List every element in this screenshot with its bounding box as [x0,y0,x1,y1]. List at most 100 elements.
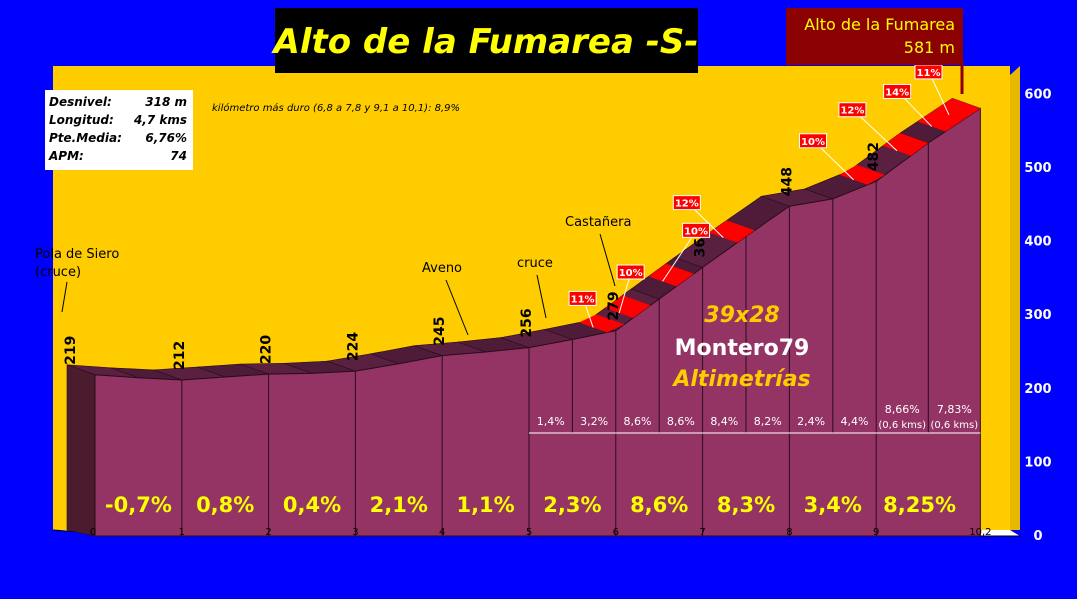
place-pointer-line [536,274,547,319]
y-tick-label: 400 [1024,235,1051,250]
place-label: Aveno [422,261,462,276]
steep-section-mark [882,132,929,156]
stats-value: 74 [170,149,187,163]
steep-section-mark [917,109,963,132]
km-gradient-label: 8,25% [883,493,956,517]
stats-label: APM: [48,149,84,163]
half-km-gradient-label: 8,66% [885,403,920,416]
steep-badge [672,195,701,211]
half-km-gradient-label: 8,4% [710,415,738,428]
x-tick-label: 8 [786,527,792,538]
steep-section-mark [709,220,755,243]
place-pointer-line [61,281,68,313]
half-km-gradient-label: 3,2% [580,415,608,428]
y-tick-label: 0 [1033,529,1042,544]
km-altitude-label: 448 [779,167,795,196]
place-label: Castañera [565,215,631,230]
x-tick-label: 4 [439,527,445,538]
y-tick-label: 300 [1024,308,1051,323]
stats-value: 318 m [145,95,187,109]
steep-badge [883,83,912,99]
steep-badge-label: 12% [675,199,699,210]
steep-callout-line [662,230,697,282]
km-gradient-label: 0,8% [196,493,254,517]
chart-side-panel [1010,66,1020,530]
half-km-gradient-label: 8,6% [624,415,652,428]
steep-badge-label: 11% [571,294,595,305]
half-km-gradient-sublabel: (0,6 kms) [878,420,926,431]
stats-value: 4,7 kms [133,113,187,127]
steep-badge-label: 14% [885,87,909,98]
stats-value: 6,76% [145,131,187,145]
chart-title: Alto de la Fumarea -S- [271,22,699,62]
steep-section-mark [648,263,694,287]
x-tick-label: 0 [90,527,96,538]
watermark-line1: 39x28 [704,303,779,328]
x-tick-label: 1 [179,527,185,538]
steep-badge-label: 11% [917,68,941,79]
steep-badge [799,133,828,149]
half-km-gradient-label: 8,6% [667,415,695,428]
place-label: Pola de Siero [35,247,119,262]
hardest-km-note: kilómetro más duro (6,8 a 7,8 y 9,1 a 10… [212,102,460,114]
watermark-line2: Montero79 [675,336,810,361]
km-altitude-label: 482 [866,142,882,171]
km-altitude-label: 256 [519,308,535,337]
x-tick-label: 3 [352,527,358,538]
steep-section-mark [605,295,651,318]
km-gradient-label: 2,3% [543,493,601,517]
x-tick-label: 7 [699,527,705,538]
summit-altitude: 581 m [904,38,955,57]
steep-badge-label: 10% [619,268,643,279]
km-altitude-label: 279 [606,291,622,320]
km-gradient-label: 1,1% [456,493,514,517]
x-tick-label: 10,2 [969,527,991,538]
y-tick-label: 100 [1024,455,1051,470]
km-altitude-label: 219 [63,336,79,365]
labels-layer: 0 100 200 300 400 500 600 0 1 2 3 4 5 6 7 8 9 10,2 219 212 2… [35,64,1052,544]
x-tick-label: 2 [265,527,271,538]
steep-badge [838,102,867,118]
half-km-gradient-sublabel: (0,6 kms) [930,420,978,431]
watermark-line3: Altimetrías [671,367,810,392]
stats-label: Pte.Media: [49,131,122,145]
steep-badge-label: 10% [801,137,825,148]
stats-label: Longitud: [49,113,114,127]
y-tick-label: 500 [1024,161,1051,176]
steep-badge-label: 12% [840,106,864,117]
profile-layer [66,98,982,537]
x-tick-label: 9 [873,527,879,538]
stats-label: Desnivel: [49,95,112,109]
y-tick-label: 600 [1024,87,1051,102]
km-gradient-label: 3,4% [804,493,862,517]
km-altitude-label: 245 [432,316,448,345]
x-tick-label: 5 [526,527,532,538]
steep-section-mark [839,164,885,185]
km-altitude-label: 224 [345,332,361,361]
km-gradient-label: -0,7% [105,493,172,517]
half-km-gradient-label: 2,4% [797,415,825,428]
km-gradient-label: 2,1% [370,493,428,517]
place-label: cruce [517,256,553,271]
stats-box [45,90,193,170]
title-box [275,8,698,73]
half-km-gradient-label: 8,2% [754,415,782,428]
steep-badge [568,290,597,306]
summit-box [786,8,963,65]
km-altitude-label: 220 [259,335,275,364]
stats-layer: Desnivel: 318 m Longitud: 4,7 kms Pte.Media:… [48,95,187,163]
place-sublabel: (cruce) [35,265,81,280]
x-tick-label: 6 [613,527,619,538]
km-gradient-label: 8,3% [717,493,775,517]
profile-left-face [66,364,96,537]
steep-badge [682,222,711,238]
half-km-gradient-label: 7,83% [937,403,972,416]
place-pointer-line [599,233,616,287]
y-tick-label: 200 [1024,382,1051,397]
steep-badge-label: 10% [684,226,708,237]
half-km-gradient-label: 1,4% [537,415,565,428]
steep-section-mark [935,98,981,120]
place-pointer-line [445,279,469,336]
half-km-gradient-label: 4,4% [841,415,869,428]
